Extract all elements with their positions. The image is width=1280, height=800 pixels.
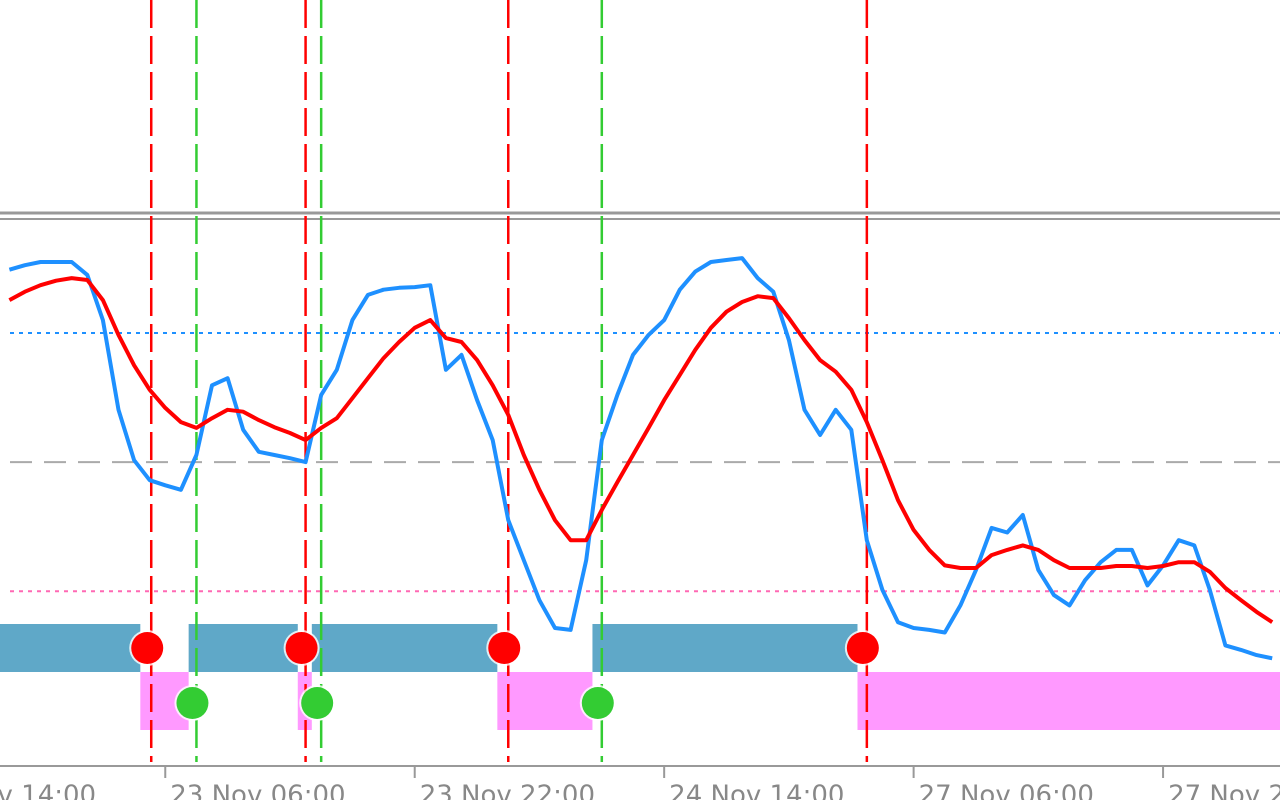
- x-tick-label: 23 Nov 22:00: [420, 781, 595, 800]
- signal-dot: [285, 632, 318, 664]
- series-line: [8, 256, 1273, 661]
- state-band: [0, 624, 141, 672]
- state-band: [311, 624, 498, 672]
- state-band: [497, 672, 593, 730]
- signal-dot: [131, 632, 164, 664]
- x-tick-label: 23 Nov 06:00: [170, 781, 345, 800]
- x-tick-label: 27 Nov 22:00: [1168, 781, 1280, 800]
- state-band: [592, 624, 858, 672]
- x-tick-label: 24 Nov 14:00: [669, 781, 844, 800]
- state-band: [188, 624, 298, 672]
- series-line: [8, 276, 1274, 624]
- signal-dot: [488, 632, 521, 664]
- x-tick-label: 27 Nov 06:00: [919, 781, 1094, 800]
- state-band: [857, 672, 1280, 730]
- signal-dot: [581, 687, 614, 719]
- signal-dot: [176, 687, 209, 719]
- x-tick-label: 22 Nov 14:00: [0, 781, 96, 800]
- signal-dot: [301, 687, 334, 719]
- signal-dot: [846, 632, 879, 664]
